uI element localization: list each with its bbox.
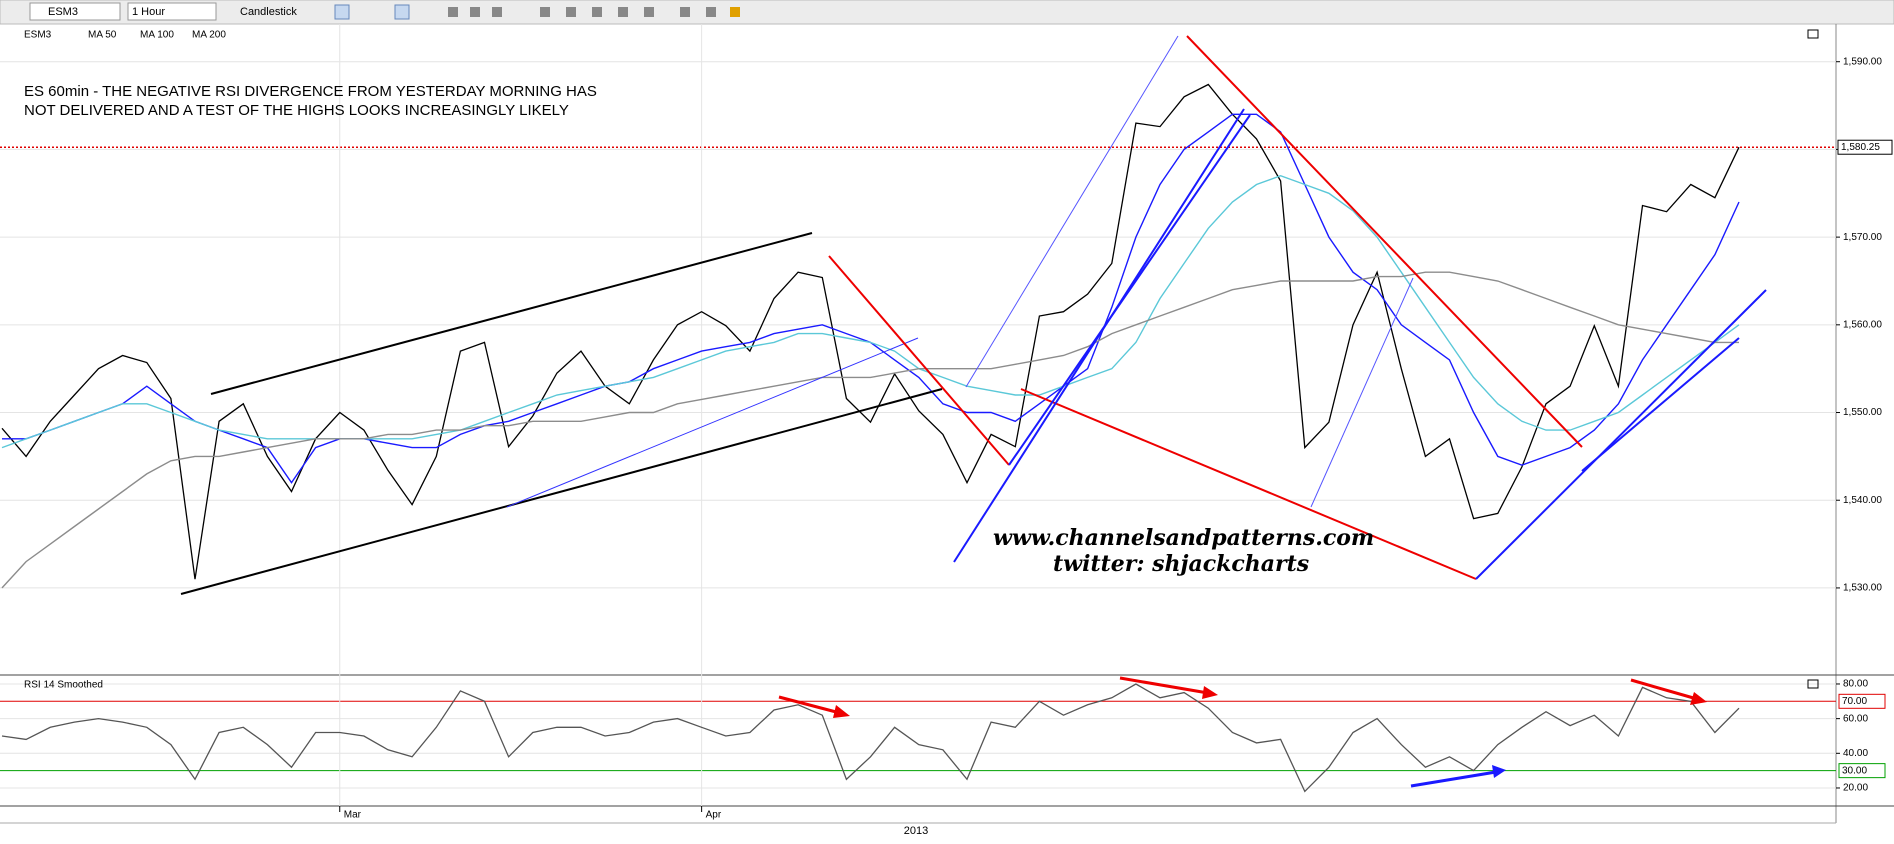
toolbar-style[interactable]: Candlestick [240,6,297,18]
y-tick-label: 20.00 [1843,783,1868,794]
y-tick-label: 1,540.00 [1843,495,1882,506]
toolbar [0,0,1894,25]
pane-maximize[interactable] [1807,29,1819,39]
level-label-box [1838,693,1886,709]
grid [0,24,1836,806]
year-label: 2013 [904,825,928,837]
y-tick-label: 1,560.00 [1843,319,1882,330]
y-tick-label: 1,550.00 [1843,407,1882,418]
x-tick-label: Apr [706,810,722,821]
series-line [1,83,1740,580]
x-tick-label: Mar [344,810,362,821]
last-price-label: 1,580.25 [1841,142,1880,153]
y-tick-label: 80.00 [1843,679,1868,690]
y-tick-label: 40.00 [1843,748,1868,759]
series-line [1,683,1740,793]
level-label: 30.00 [1842,765,1867,776]
legend-item[interactable]: MA 50 [88,30,117,41]
y-tick-label: 1,590.00 [1843,56,1882,67]
legend-item[interactable]: MA 200 [192,30,226,41]
watermark: www.channelsandpatterns.com [993,525,1374,551]
y-tick-label: 1,570.00 [1843,232,1882,243]
watermark: twitter: shjackcharts [1053,551,1309,577]
last-price-box [1837,139,1893,155]
chart-title: NOT DELIVERED AND A TEST OF THE HIGHS LO… [24,102,569,119]
y-tick-label: 60.00 [1843,713,1868,724]
pane-maximize[interactable] [1807,679,1819,689]
moving-average [2,113,1740,484]
chart-title: ES 60min - THE NEGATIVE RSI DIVERGENCE F… [24,83,597,100]
plot [1,83,1740,793]
moving-average [1,271,1739,589]
level-label: 70.00 [1842,696,1867,707]
rsi-legend[interactable]: RSI 14 Smoothed [24,680,103,691]
symbol-box[interactable] [29,2,121,21]
toolbar-icons[interactable] [334,4,740,20]
trendlines [180,35,1767,788]
toolbar-symbol: ESM3 [48,6,78,18]
interval-box[interactable] [127,2,217,21]
legend-item[interactable]: ESM3 [24,30,52,41]
legend-item[interactable]: MA 100 [140,30,174,41]
moving-average [1,174,1740,449]
y-tick-label: 1,530.00 [1843,583,1882,594]
toolbar-interval: 1 Hour [132,6,165,18]
level-label-box [1838,763,1886,779]
